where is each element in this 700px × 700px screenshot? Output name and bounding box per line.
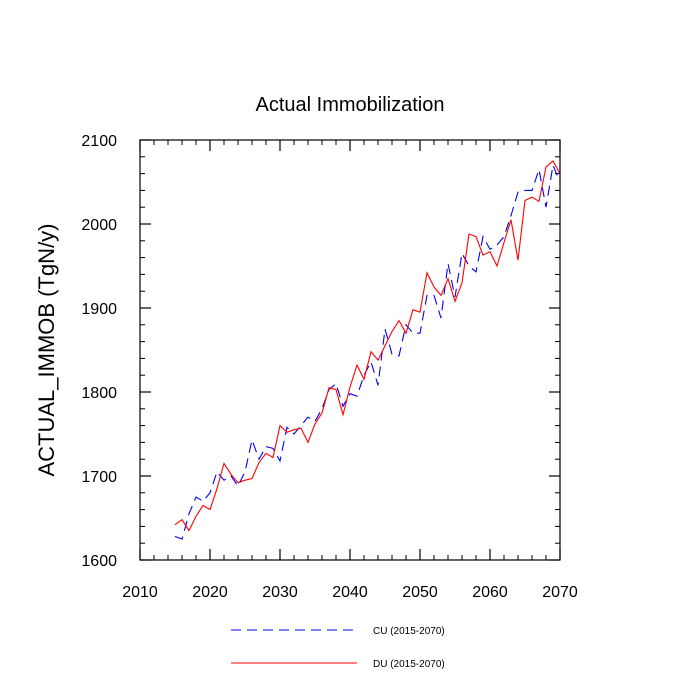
y-tick-label: 1900 bbox=[81, 301, 117, 318]
axis-tick-labels: 2010 2020 2030 2040 2050 2060 2070 1600 1700 1800… bbox=[81, 133, 577, 601]
series-line-du bbox=[174, 160, 561, 532]
legend: CU (2015-2070) DU (2015-2070) bbox=[231, 626, 445, 670]
y-tick-label: 1600 bbox=[81, 553, 117, 570]
y-tick-label: 2000 bbox=[81, 217, 117, 234]
x-tick-label: 2030 bbox=[262, 584, 298, 601]
series-layer bbox=[174, 160, 561, 540]
x-tick-label: 2060 bbox=[472, 584, 508, 601]
legend-label-du: DU (2015-2070) bbox=[373, 659, 445, 670]
y-tick-label: 2100 bbox=[81, 133, 117, 150]
y-axis-label: ACTUAL_IMMOB (TgN/y) bbox=[34, 223, 59, 476]
x-tick-label: 2020 bbox=[192, 584, 228, 601]
x-tick-label: 2040 bbox=[332, 584, 368, 601]
x-tick-label: 2010 bbox=[122, 584, 158, 601]
plot-frame bbox=[139, 139, 561, 561]
x-tick-label: 2070 bbox=[542, 584, 578, 601]
chart-title: Actual Immobilization bbox=[256, 94, 445, 116]
y-tick-label: 1800 bbox=[81, 385, 117, 402]
series-line-cu bbox=[174, 163, 561, 540]
legend-label-cu: CU (2015-2070) bbox=[373, 626, 445, 637]
x-tick-label: 2050 bbox=[402, 584, 438, 601]
axis-ticks bbox=[139, 139, 561, 561]
y-tick-label: 1700 bbox=[81, 469, 117, 486]
